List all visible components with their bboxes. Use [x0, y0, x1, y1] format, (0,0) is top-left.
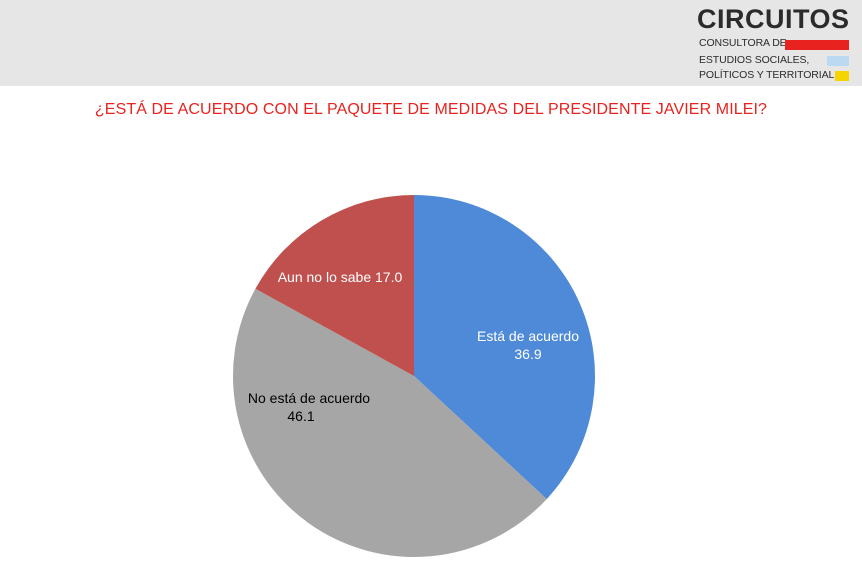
pie-slice: [233, 288, 547, 557]
chart-title: ¿ESTÁ DE ACUERDO CON EL PAQUETE DE MEDID…: [94, 101, 768, 118]
logo-title: CIRCUITOS: [697, 4, 850, 34]
logo-red-bar: [785, 40, 849, 50]
pie-slice: [255, 195, 414, 376]
header-band: [0, 0, 862, 86]
logo-subtitle-line-2: ESTUDIOS SOCIALES,: [699, 54, 810, 66]
slice-value-label: 36.9: [514, 346, 541, 362]
circuitos-logo: CIRCUITOS CONSULTORA DE ESTUDIOS SOCIALE…: [697, 4, 857, 84]
logo-subtitle-line-1: CONSULTORA DE: [699, 37, 787, 49]
logo-blue-bar: [827, 56, 849, 66]
logo-yellow-bar: [835, 71, 849, 81]
slice-label: Está de acuerdo: [477, 328, 579, 344]
logo-subtitle-line-3: POLÍTICOS Y TERRITORIALES: [699, 69, 849, 81]
slice-label: No está de acuerdo: [248, 390, 370, 406]
slice-value-label: 46.1: [287, 408, 314, 424]
pie-slice: [414, 195, 595, 500]
slice-label: Aun no lo sabe 17.0: [278, 269, 403, 285]
